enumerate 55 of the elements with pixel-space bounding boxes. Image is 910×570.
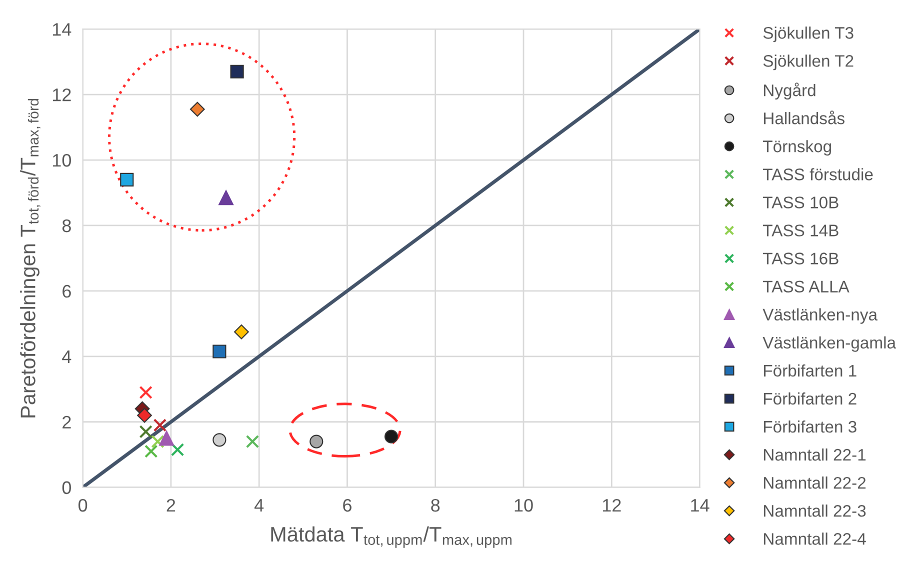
y-tick-label: 0 (62, 481, 71, 494)
point (120, 172, 134, 186)
y-tick-label: 14 (52, 23, 72, 36)
point (153, 418, 167, 432)
point (190, 102, 205, 117)
point (137, 408, 152, 423)
x-tick-label: 10 (514, 498, 533, 512)
y-tick-label: 4 (62, 350, 72, 363)
legend-label: TASS 14B (763, 224, 838, 236)
point (212, 433, 226, 447)
legend-label: TASS förstudie (763, 168, 873, 180)
point (246, 434, 260, 448)
point (230, 64, 244, 78)
legend-label: Västlänken-nya (762, 308, 878, 324)
point (139, 386, 152, 400)
legend-label: Förbifarten 2 (764, 392, 856, 405)
legend-label: Namntall 22-3 (764, 504, 866, 517)
y-tick-label: 8 (62, 219, 71, 232)
x-tick-label: 6 (343, 498, 352, 512)
legend-label: Hallandsås (764, 110, 844, 124)
point (310, 434, 324, 448)
legend-label: Västlänken-gamla (762, 336, 896, 352)
legend-label: Namntall 22-4 (764, 532, 866, 545)
x-tick-label: 0 (78, 498, 88, 512)
point (170, 443, 184, 456)
legend-label: TASS 16B (763, 252, 838, 264)
point (151, 434, 164, 448)
legend-label: TASS ALLA (763, 280, 850, 292)
y-tick-label: 6 (62, 284, 71, 298)
legend-label: Törnskog (763, 140, 832, 156)
x-tick-label: 8 (431, 498, 440, 512)
y-tick-label: 10 (52, 154, 71, 167)
x-tick-label: 2 (166, 498, 176, 512)
legend-label: Namntall 22-1 (764, 448, 866, 461)
legend-label: Namntall 22-2 (764, 476, 866, 489)
legend-label: Sjökullen T2 (763, 54, 854, 70)
point (159, 430, 174, 446)
point (384, 430, 398, 444)
x-tick-label: 14 (691, 499, 710, 512)
point (234, 324, 249, 340)
y-axis-title: Paretofördelningen T$_{tot,förd}$/T$_{max,förd}$ (20, 98, 40, 418)
x-tick-label: 4 (254, 499, 264, 512)
point (212, 344, 226, 358)
legend-label: Nygård (764, 82, 816, 100)
x-tick-label: 12 (602, 498, 621, 512)
point (218, 190, 234, 206)
legend-label: TASS 10B (763, 196, 838, 208)
legend-label: Sjökullen T3 (763, 26, 854, 42)
y-tick-label: 2 (62, 416, 71, 428)
y-tick-label: 12 (52, 88, 71, 102)
legend-label: Förbifarten 3 (764, 420, 856, 433)
x-axis-title: Mätdata T$_{tot,uppm}$/T$_{max,uppm}$ (271, 526, 512, 548)
legend-label: Förbifarten 1 (764, 364, 856, 377)
point (139, 425, 152, 438)
point (144, 444, 158, 458)
